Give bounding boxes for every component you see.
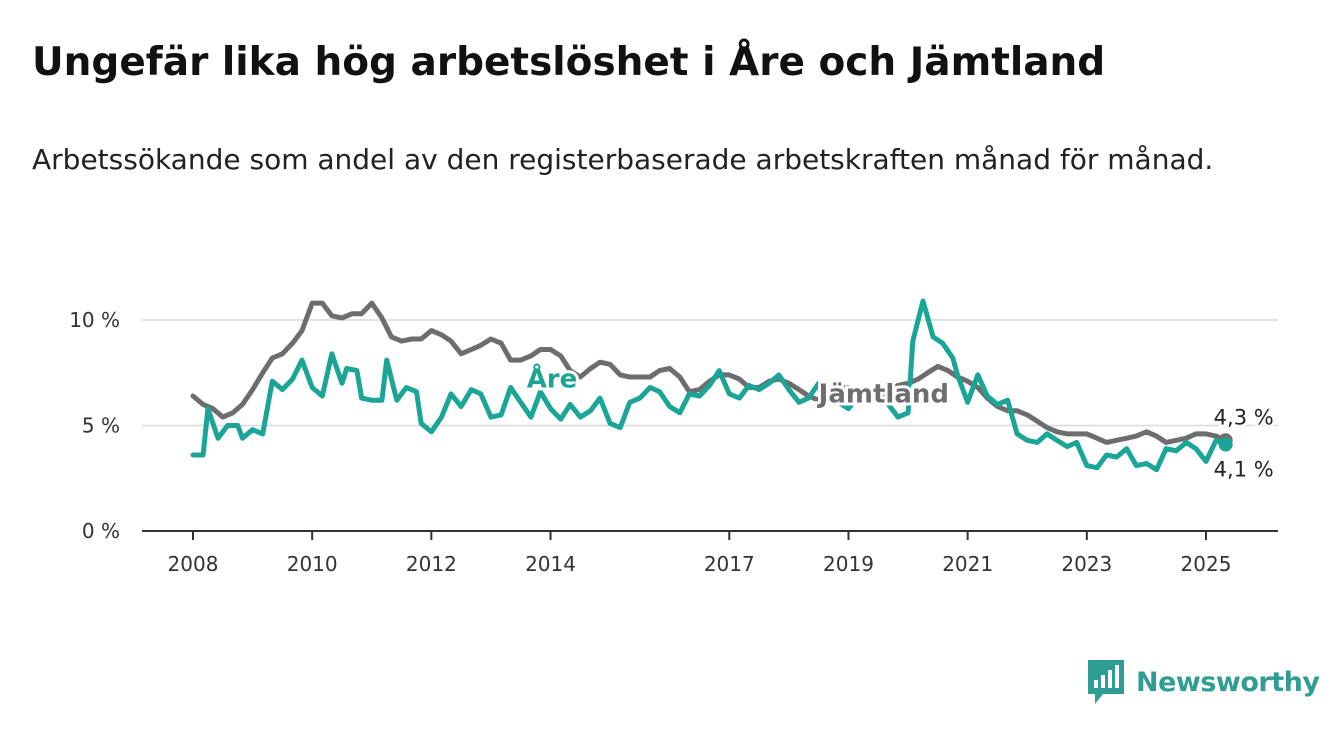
- y-axis-tick-labels: 0 % 5 % 10 %: [69, 308, 120, 543]
- newsworthy-bar-chart-icon: [1088, 660, 1124, 704]
- series-label-are: Åre: [527, 363, 578, 395]
- x-tick-label: 2019: [823, 552, 874, 576]
- series-label-jamtland: Jämtland: [817, 379, 949, 409]
- y-tick-label: 5 %: [82, 414, 120, 438]
- x-axis-tick-labels: 2008 2010 2012 2014 2017 2019 2021 2023 2025: [168, 552, 1232, 576]
- end-value-label-are: 4,1 %: [1214, 457, 1274, 481]
- x-tick-label: 2021: [942, 552, 993, 576]
- x-tick-label: 2010: [287, 552, 338, 576]
- x-tick-label: 2014: [525, 552, 576, 576]
- x-tick-label: 2017: [704, 552, 755, 576]
- x-tick-label: 2023: [1061, 552, 1112, 576]
- series-line-are: [190, 298, 1229, 473]
- brand-logo: Newsworthy: [1088, 660, 1320, 704]
- chart-subtitle: Arbetssökande som andel av den registerb…: [32, 143, 1214, 176]
- y-tick-label: 10 %: [69, 308, 120, 332]
- x-axis: [142, 530, 1278, 540]
- x-tick-label: 2025: [1181, 552, 1232, 576]
- series-lines: [190, 298, 1233, 473]
- x-tick-label: 2012: [406, 552, 457, 576]
- brand-name: Newsworthy: [1136, 666, 1320, 698]
- x-tick-label: 2008: [168, 552, 219, 576]
- series-labels: Jämtland 4,3 % Åre 4,1 %: [524, 360, 1277, 484]
- end-point-are: [1218, 437, 1233, 452]
- end-value-label-jamtland: 4,3 %: [1214, 405, 1274, 429]
- y-tick-label: 0 %: [82, 519, 120, 543]
- chart-title: Ungefär lika hög arbetslöshet i Åre och …: [32, 40, 1106, 85]
- grid-lines: [142, 319, 1278, 427]
